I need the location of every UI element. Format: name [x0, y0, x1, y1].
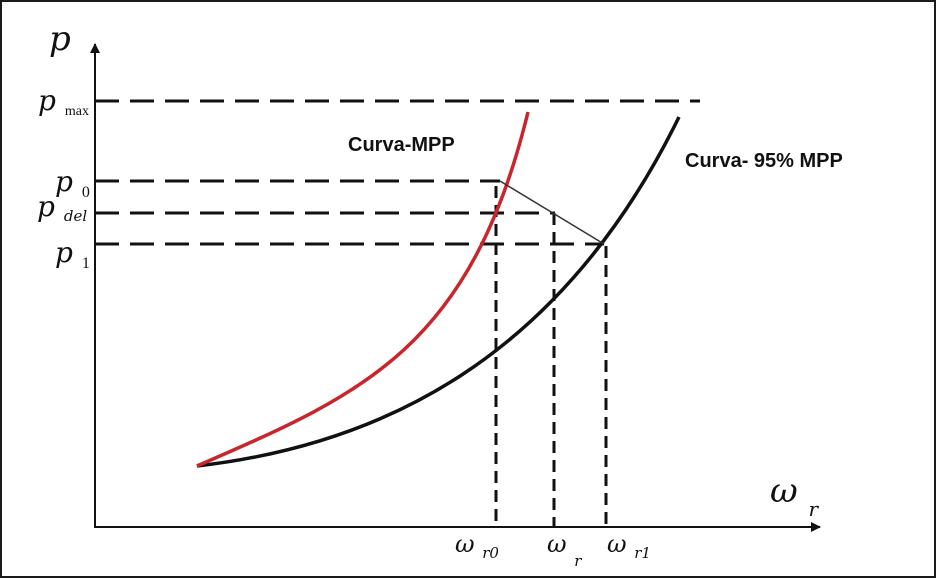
p0-label: p 0: [55, 165, 90, 201]
pdel-label: p del: [37, 190, 87, 225]
wr0-label: ω r0: [455, 530, 499, 562]
x-axis-label-main: ω: [770, 471, 798, 511]
curve-mpp-95: [196, 116, 681, 468]
curve-mpp: [196, 111, 530, 468]
x-axis-label: ω r: [770, 471, 820, 521]
wr-label: ω r: [547, 530, 582, 570]
x-axis-label-sub: r: [809, 497, 820, 521]
transition-segment: [499, 180, 605, 245]
p1-label: p 1: [55, 236, 90, 272]
curve-mpp-95-label: Curva- 95% MPP: [685, 150, 843, 172]
y-axis-label: p: [49, 19, 71, 59]
wr1-label: ω r1: [607, 530, 651, 562]
curve-mpp-label: Curva-MPP: [348, 134, 455, 156]
pmax-label: p max: [38, 84, 89, 119]
